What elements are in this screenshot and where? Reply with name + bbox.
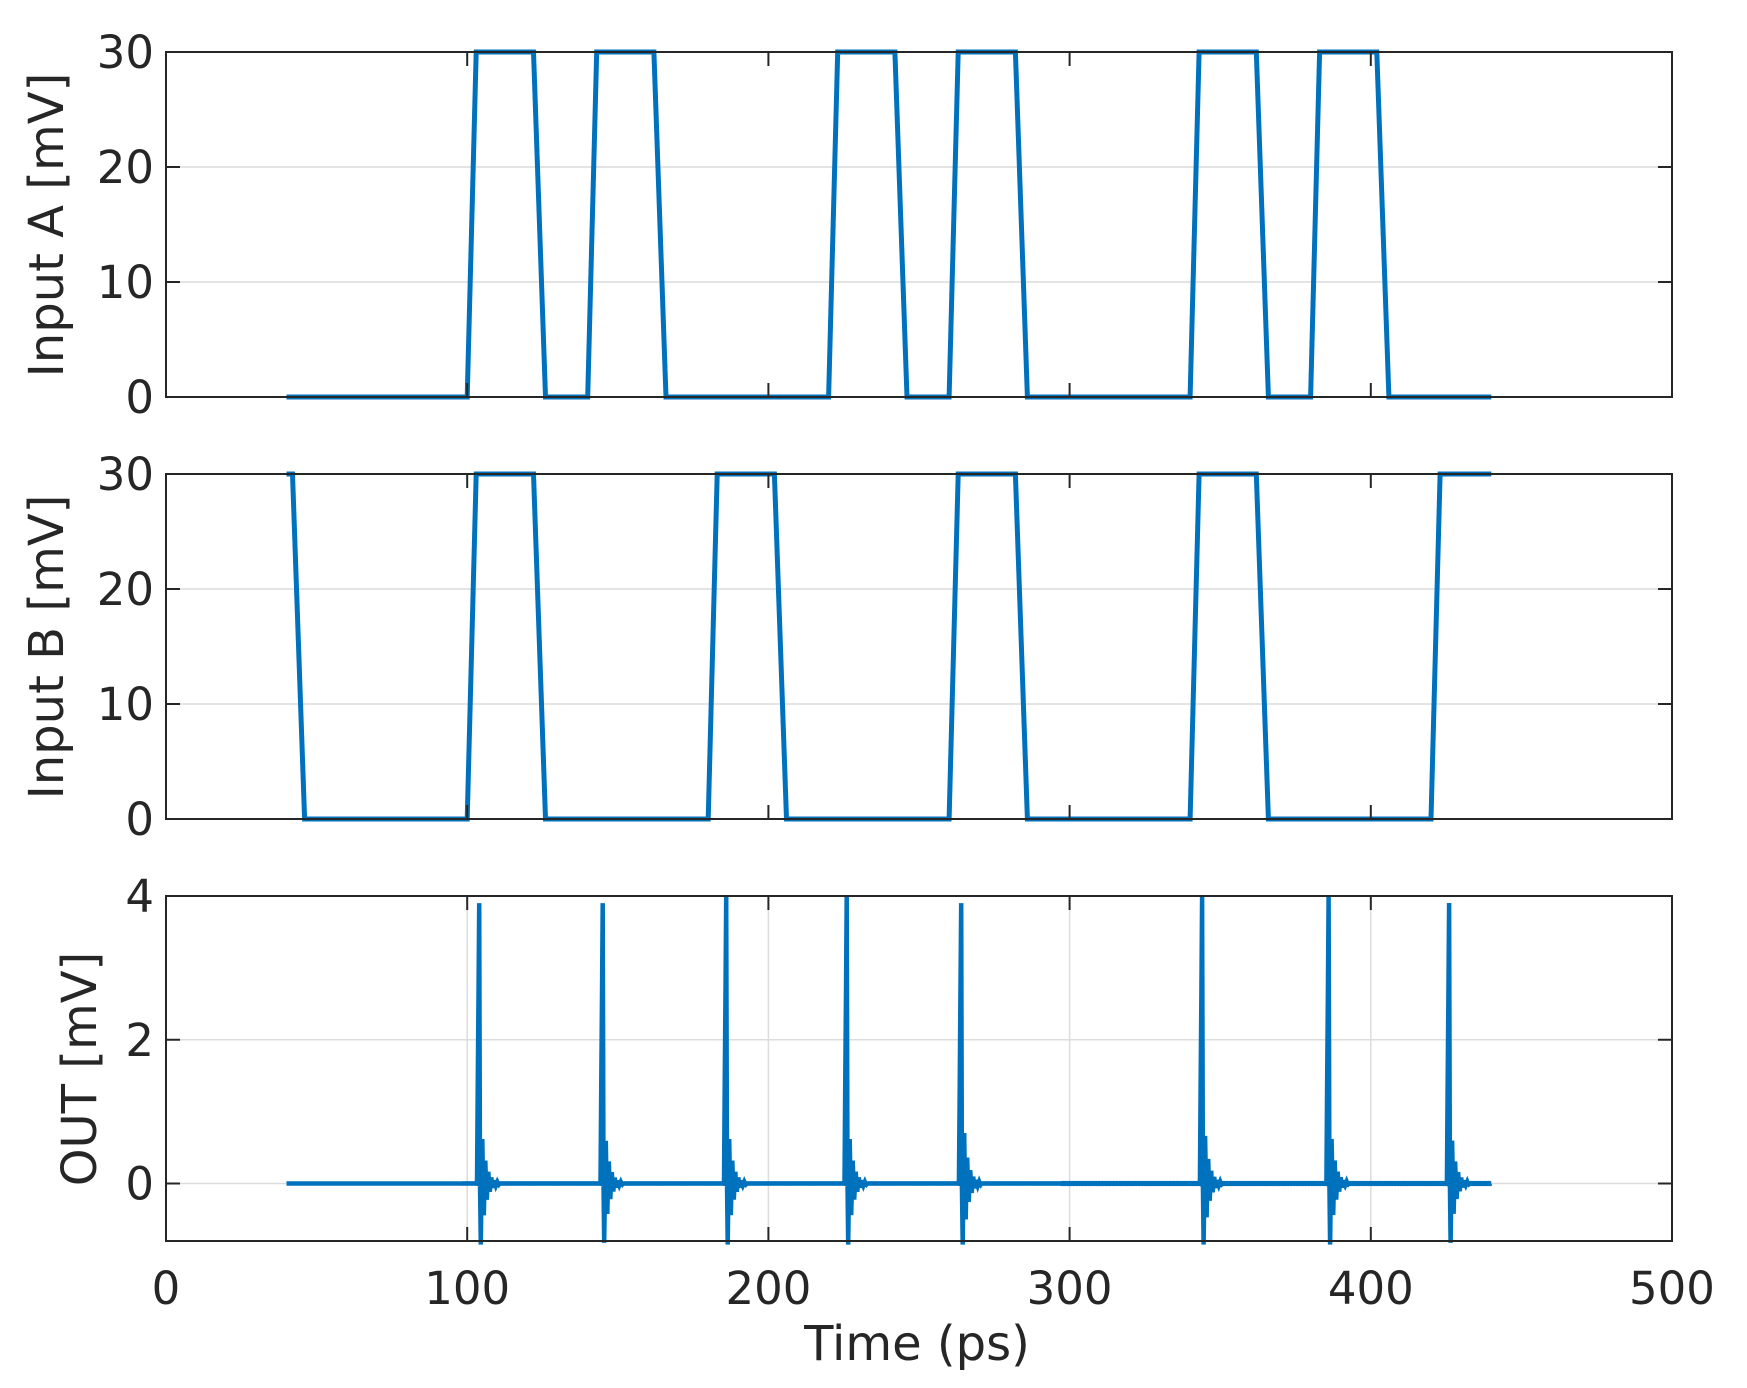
xtick-label: 100 — [424, 1262, 510, 1315]
ytick-label: 10 — [97, 256, 154, 309]
ytick-label: 0 — [125, 1158, 154, 1211]
axes-frame-input-b — [165, 473, 1673, 820]
ytick-label: 20 — [97, 141, 154, 194]
panel-out: OUT [mV] Time (ps) 0 2 4 0 100 200 300 400 500 — [52, 870, 1715, 1372]
axes-frame-out — [165, 895, 1673, 1242]
ylabel-input-a: Input A [mV] — [19, 73, 75, 378]
xlabel-time: Time (ps) — [803, 1316, 1030, 1372]
axes-frame-input-a — [165, 51, 1673, 398]
panel-input-a: Input A [mV] 0 10 20 30 — [19, 26, 1673, 424]
ylabel-out: OUT [mV] — [52, 952, 108, 1187]
ylabel-input-b: Input B [mV] — [19, 495, 75, 800]
xtick-label: 400 — [1328, 1262, 1414, 1315]
xtick-label: 300 — [1027, 1262, 1113, 1315]
ytick-label: 30 — [97, 26, 154, 79]
ytick-label: 4 — [125, 870, 154, 923]
xtick-label: 0 — [152, 1262, 181, 1315]
ytick-label: 0 — [125, 793, 154, 846]
panel-input-b: Input B [mV] 0 10 20 30 — [19, 448, 1673, 846]
ytick-label: 10 — [97, 678, 154, 731]
series-line-input-b — [286, 471, 1492, 822]
ytick-label: 30 — [97, 448, 154, 501]
ytick-label: 2 — [125, 1014, 154, 1067]
series-line-out — [286, 895, 1493, 1245]
series-line-input-a — [286, 49, 1492, 400]
xtick-label: 200 — [725, 1262, 811, 1315]
xtick-label: 500 — [1629, 1262, 1715, 1315]
ytick-label: 20 — [97, 563, 154, 616]
ytick-label: 0 — [125, 371, 154, 424]
